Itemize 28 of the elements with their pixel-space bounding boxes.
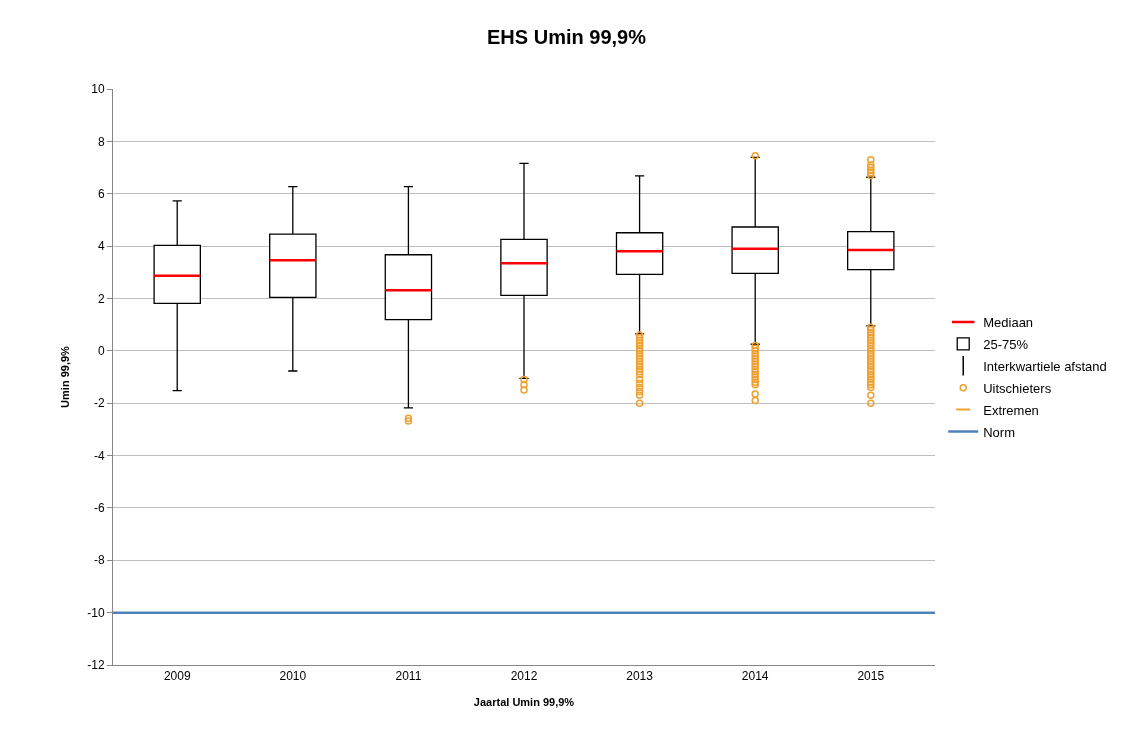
- y-tick-label: 2: [97, 291, 105, 306]
- legend-label: 25-75%: [983, 336, 1029, 352]
- legend-label: Mediaan: [983, 315, 1034, 331]
- y-tick-label: -8: [93, 553, 105, 568]
- x-axis-title: Jaartal Umin 99,9%: [473, 695, 575, 708]
- y-tick-label: -6: [93, 501, 105, 516]
- x-tick-label: 2015: [857, 669, 885, 684]
- y-tick-label: 4: [97, 239, 105, 254]
- y-tick-label: -4: [93, 448, 105, 463]
- legend-label: Interkwartiele afstand: [983, 358, 1107, 374]
- chart-title: EHS Umin 99,9%: [487, 25, 647, 48]
- x-tick-label: 2014: [741, 669, 769, 684]
- legend-label: Uitschieters: [983, 380, 1052, 396]
- y-tick-label: 6: [97, 186, 105, 201]
- x-tick-label: 2010: [279, 669, 307, 684]
- y-tick-label: -2: [93, 396, 105, 411]
- y-tick-label: -10: [87, 605, 105, 620]
- y-tick-label: 8: [97, 134, 105, 149]
- legend-label: Extremen: [983, 402, 1039, 418]
- x-tick-label: 2012: [510, 669, 538, 684]
- x-tick-label: 2011: [395, 669, 422, 684]
- y-tick-label: -12: [87, 658, 105, 673]
- y-axis-title: Umin 99,9%: [58, 345, 71, 408]
- legend-label: Norm: [983, 424, 1015, 440]
- y-tick-label: 0: [97, 344, 105, 359]
- y-tick-label: 10: [91, 82, 105, 97]
- x-tick-label: 2009: [163, 669, 191, 684]
- x-tick-label: 2013: [626, 669, 654, 684]
